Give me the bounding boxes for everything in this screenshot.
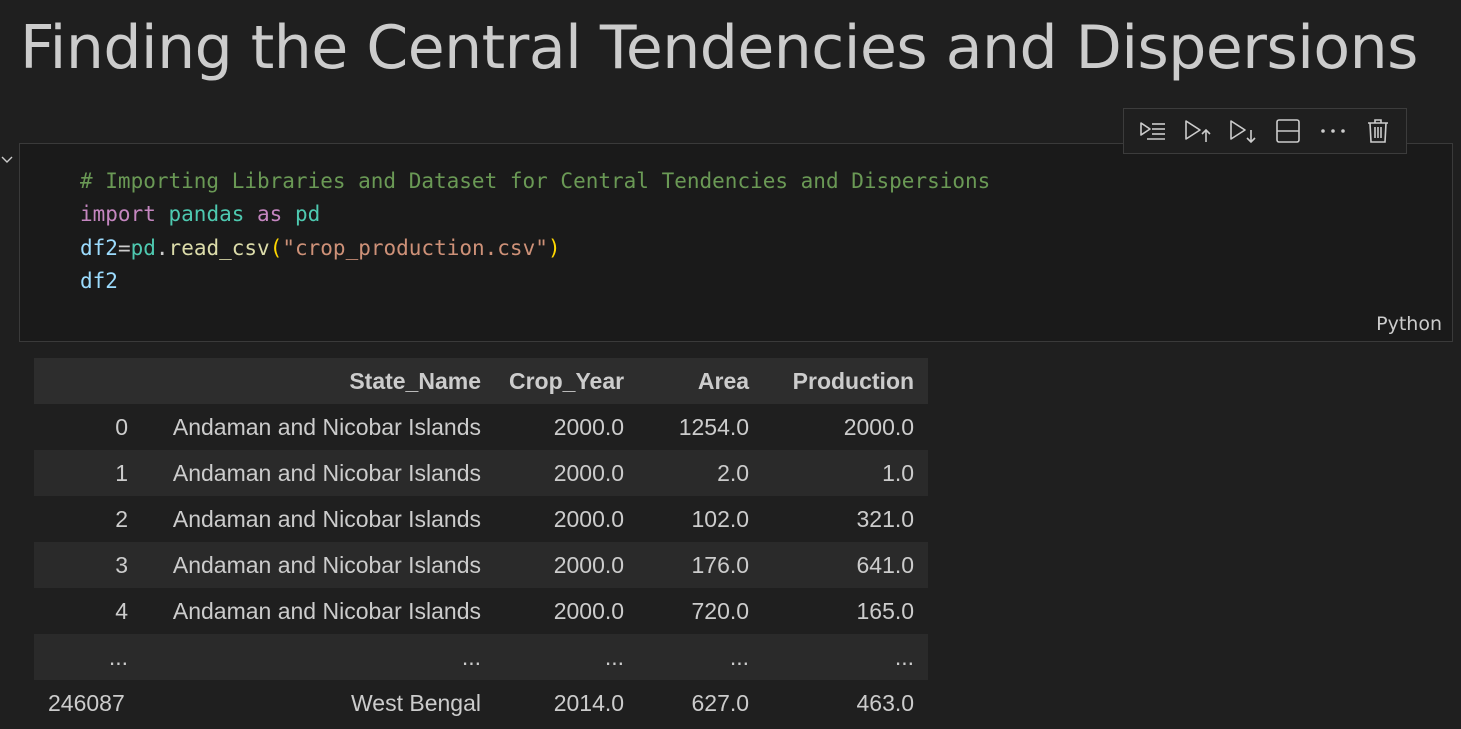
- code-string: "crop_production.csv": [282, 235, 548, 260]
- cell-crop-year: 2000.0: [495, 450, 639, 496]
- table-row: 0 Andaman and Nicobar Islands 2000.0 125…: [34, 404, 929, 450]
- cell-production: 641.0: [763, 542, 929, 588]
- cell-crop-year: 2000.0: [495, 588, 639, 634]
- execute-below-icon: [1228, 118, 1258, 144]
- code-function: read_csv: [168, 235, 270, 260]
- code-paren-open: (: [269, 235, 283, 260]
- cell-state-name: Andaman and Nicobar Islands: [142, 450, 495, 496]
- column-header-index: [34, 358, 142, 404]
- execute-above-button[interactable]: [1181, 114, 1215, 148]
- cell-crop-year: 2000.0: [495, 404, 639, 450]
- column-header-area: Area: [638, 358, 764, 404]
- cell-state-name: Andaman and Nicobar Islands: [142, 588, 495, 634]
- trash-icon: [1367, 118, 1389, 144]
- cell-crop-year: 2014.0: [495, 680, 639, 726]
- code-variable-output: df2: [80, 268, 118, 293]
- column-header-production: Production: [763, 358, 929, 404]
- cell-area: 720.0: [638, 588, 764, 634]
- row-index: 4: [34, 588, 142, 634]
- cell-area: ...: [638, 634, 764, 680]
- split-cell-icon: [1275, 118, 1301, 144]
- code-editor[interactable]: # Importing Libraries and Dataset for Ce…: [80, 165, 990, 298]
- code-comment: # Importing Libraries and Dataset for Ce…: [80, 169, 991, 193]
- cell-state-name: Andaman and Nicobar Islands: [142, 404, 495, 450]
- run-by-line-button[interactable]: [1136, 114, 1170, 148]
- cell-language-label[interactable]: Python: [1376, 313, 1442, 335]
- row-index: 2: [34, 496, 142, 542]
- code-object: pd: [130, 235, 156, 260]
- chevron-down-icon[interactable]: [0, 151, 14, 165]
- table-row: 1 Andaman and Nicobar Islands 2000.0 2.0…: [34, 450, 929, 496]
- markdown-heading: Finding the Central Tendencies and Dispe…: [20, 13, 1418, 83]
- table-row: 4 Andaman and Nicobar Islands 2000.0 720…: [34, 588, 929, 634]
- delete-cell-button[interactable]: [1361, 114, 1395, 148]
- code-variable: df2: [80, 235, 118, 260]
- cell-production: 463.0: [763, 680, 929, 726]
- cell-state-name: ...: [142, 634, 495, 680]
- row-index: 246087: [34, 680, 142, 726]
- table-row: 3 Andaman and Nicobar Islands 2000.0 176…: [34, 542, 929, 588]
- run-by-line-icon: [1139, 119, 1167, 143]
- code-module-alias: pd: [294, 202, 321, 227]
- cell-area: 176.0: [638, 542, 764, 588]
- row-index: 0: [34, 404, 142, 450]
- cell-area: 2.0: [638, 450, 764, 496]
- code-paren-close: ): [547, 235, 561, 260]
- row-index: 3: [34, 542, 142, 588]
- row-index: ...: [34, 634, 142, 680]
- cell-production: ...: [763, 634, 929, 680]
- cell-state-name: Andaman and Nicobar Islands: [142, 542, 495, 588]
- table-header-row: State_Name Crop_Year Area Production: [34, 358, 929, 404]
- dataframe-output-table: State_Name Crop_Year Area Production 0 A…: [34, 358, 929, 726]
- code-cell[interactable]: # Importing Libraries and Dataset for Ce…: [19, 143, 1453, 342]
- column-header-state-name: State_Name: [142, 358, 495, 404]
- cell-area: 627.0: [638, 680, 764, 726]
- cell-production: 165.0: [763, 588, 929, 634]
- row-index: 1: [34, 450, 142, 496]
- execute-above-icon: [1183, 118, 1213, 144]
- code-keyword-import: import: [80, 202, 156, 227]
- cell-toolbar: [1123, 108, 1407, 154]
- cell-area: 1254.0: [638, 404, 764, 450]
- code-module-name: pandas: [168, 202, 245, 227]
- cell-production: 2000.0: [763, 404, 929, 450]
- code-dot: .: [155, 235, 169, 260]
- more-actions-button[interactable]: [1316, 114, 1350, 148]
- split-cell-button[interactable]: [1271, 114, 1305, 148]
- cell-state-name: Andaman and Nicobar Islands: [142, 496, 495, 542]
- table-row: 246087 West Bengal 2014.0 627.0 463.0: [34, 680, 929, 726]
- table-row-ellipsis: ... ... ... ... ...: [34, 634, 929, 680]
- ellipsis-icon: [1320, 126, 1346, 136]
- cell-area: 102.0: [638, 496, 764, 542]
- cell-production: 1.0: [763, 450, 929, 496]
- cell-crop-year: 2000.0: [495, 496, 639, 542]
- cell-crop-year: ...: [495, 634, 639, 680]
- column-header-crop-year: Crop_Year: [495, 358, 639, 404]
- code-keyword-as: as: [257, 202, 283, 227]
- cell-crop-year: 2000.0: [495, 542, 639, 588]
- code-operator: =: [117, 235, 131, 260]
- execute-below-button[interactable]: [1226, 114, 1260, 148]
- table-row: 2 Andaman and Nicobar Islands 2000.0 102…: [34, 496, 929, 542]
- cell-production: 321.0: [763, 496, 929, 542]
- cell-state-name: West Bengal: [142, 680, 495, 726]
